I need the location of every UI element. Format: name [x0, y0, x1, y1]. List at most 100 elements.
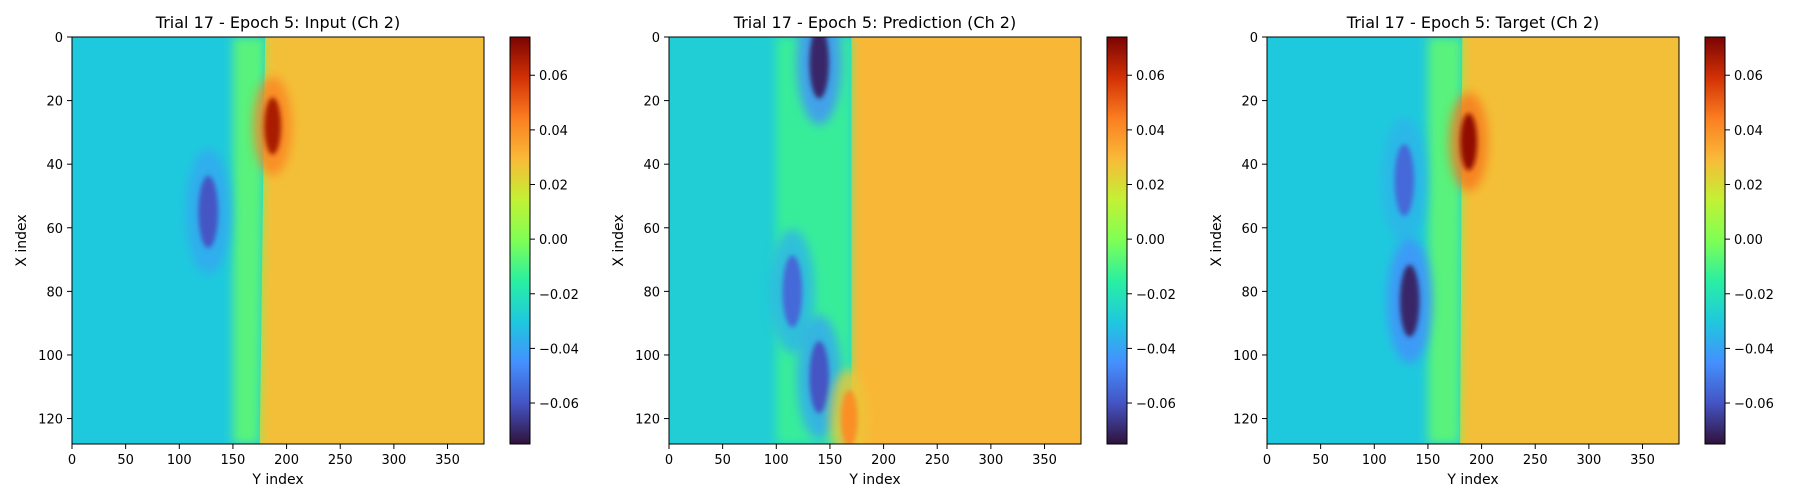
x-tick-label: 300	[1576, 453, 1601, 468]
x-tick-label: 300	[978, 453, 1003, 468]
x-axis-ticks: 0 50 100 150 200 250 300 350	[68, 444, 460, 468]
colorbar-ticks: 0.06 0.04 0.02 0.00 −0.02 −0.04 −0.06	[1725, 69, 1774, 412]
y-tick-label: 20	[643, 95, 660, 110]
plot-frame	[71, 36, 485, 445]
colorbar-frame	[1106, 36, 1128, 445]
y-axis-ticks: 0 20 40 60 80 100 120	[635, 31, 669, 428]
y-tick-label: 80	[1241, 285, 1258, 300]
y-axis-label: X index	[1209, 214, 1225, 266]
x-axis-ticks: 0 50 100 150 200 250 300 350	[1263, 444, 1655, 468]
y-axis-label: X index	[611, 214, 627, 266]
x-tick-label: 200	[274, 453, 299, 468]
x-tick-label: 150	[1416, 453, 1441, 468]
x-tick-label: 50	[117, 453, 134, 468]
x-tick-label: 200	[871, 453, 896, 468]
x-tick-label: 0	[665, 453, 673, 468]
y-tick-label: 60	[1241, 222, 1258, 237]
colorbar-tick-label: −0.06	[539, 397, 579, 412]
colorbar-tick-label: −0.02	[1136, 288, 1176, 303]
x-axis-label: Y index	[1446, 472, 1498, 488]
peak-core	[264, 97, 282, 155]
colorbar-tick-label: 0.02	[1734, 179, 1763, 194]
colorbar-tick-label: −0.04	[1734, 342, 1774, 357]
plot-frame	[1266, 36, 1680, 445]
colorbar-tick-label: −0.06	[1734, 397, 1774, 412]
peak-core	[840, 390, 858, 444]
y-tick-label: 0	[1250, 31, 1258, 46]
y-tick-label: 100	[635, 349, 660, 364]
x-tick-label: 300	[381, 453, 406, 468]
colorbar-tick-label: 0.00	[1734, 233, 1763, 248]
x-tick-label: 200	[1469, 453, 1494, 468]
x-tick-label: 250	[925, 453, 950, 468]
colorbar: 0.06 0.04 0.02 0.00 −0.02 −0.04 −0.06	[1106, 36, 1176, 445]
y-tick-label: 120	[38, 413, 63, 428]
trough-core	[1399, 264, 1420, 337]
x-tick-label: 350	[1630, 453, 1655, 468]
heatmap	[669, 37, 1081, 444]
panel-title: Trial 17 - Epoch 5: Prediction (Ch 2)	[733, 13, 1016, 32]
colorbar-tick-label: 0.06	[1734, 69, 1763, 84]
colorbar-tick-label: 0.04	[539, 124, 568, 139]
x-tick-label: 100	[167, 453, 192, 468]
panel-input: Trial 17 - Epoch 5: Input (Ch 2) 0 50 100 1…	[14, 13, 579, 488]
colorbar-tick-label: 0.04	[1136, 124, 1165, 139]
y-tick-label: 100	[1233, 349, 1258, 364]
x-tick-label: 0	[68, 453, 76, 468]
colorbar-ticks: 0.06 0.04 0.02 0.00 −0.02 −0.04 −0.06	[1127, 69, 1176, 412]
colorbar: 0.06 0.04 0.02 0.00 −0.02 −0.04 −0.06	[509, 36, 579, 445]
colorbar-gradient	[510, 37, 530, 444]
colorbar-frame	[509, 36, 531, 445]
y-tick-label: 40	[1241, 158, 1258, 173]
y-tick-label: 80	[643, 285, 660, 300]
colorbar-tick-label: 0.04	[1734, 124, 1763, 139]
heatmap	[1267, 37, 1679, 444]
colorbar-tick-label: −0.02	[539, 288, 579, 303]
x-tick-label: 150	[221, 453, 246, 468]
x-tick-label: 50	[1312, 453, 1329, 468]
panel-title: Trial 17 - Epoch 5: Input (Ch 2)	[155, 13, 400, 32]
x-tick-label: 0	[1263, 453, 1271, 468]
y-axis-label: X index	[14, 214, 30, 266]
x-tick-label: 50	[714, 453, 731, 468]
x-tick-label: 100	[1362, 453, 1387, 468]
y-tick-label: 120	[635, 413, 660, 428]
y-tick-label: 40	[643, 158, 660, 173]
colorbar-tick-label: 0.00	[539, 233, 568, 248]
y-axis-ticks: 0 20 40 60 80 100 120	[38, 31, 72, 428]
panel-target: Trial 17 - Epoch 5: Target (Ch 2) 0 50 100…	[1209, 13, 1774, 488]
colorbar-tick-label: 0.06	[539, 69, 568, 84]
colorbar-tick-label: −0.02	[1734, 288, 1774, 303]
x-tick-label: 100	[764, 453, 789, 468]
y-tick-label: 20	[46, 95, 63, 110]
y-tick-label: 20	[1241, 95, 1258, 110]
colorbar-tick-label: 0.00	[1136, 233, 1165, 248]
x-axis-label: Y index	[848, 472, 900, 488]
x-tick-label: 350	[435, 453, 460, 468]
trough-core	[809, 37, 830, 99]
left-field	[72, 37, 266, 444]
x-tick-label: 250	[328, 453, 353, 468]
colorbar: 0.06 0.04 0.02 0.00 −0.02 −0.04 −0.06	[1704, 36, 1774, 445]
colorbar-frame	[1704, 36, 1726, 445]
x-axis-ticks: 0 50 100 150 200 250 300 350	[665, 444, 1057, 468]
x-tick-label: 150	[818, 453, 843, 468]
y-tick-label: 0	[55, 31, 63, 46]
transition-band	[1427, 37, 1463, 444]
trough-core	[782, 255, 803, 328]
plot-frame	[668, 36, 1082, 445]
y-axis-ticks: 0 20 40 60 80 100 120	[1233, 31, 1267, 428]
trough-core	[198, 175, 219, 248]
x-axis-label: Y index	[251, 472, 303, 488]
colorbar-tick-label: 0.02	[539, 179, 568, 194]
y-tick-label: 60	[46, 222, 63, 237]
colorbar-gradient	[1705, 37, 1725, 444]
colorbar-tick-label: −0.04	[539, 342, 579, 357]
panel-prediction: Trial 17 - Epoch 5: Prediction (Ch 2) 0 5…	[611, 13, 1176, 488]
y-tick-label: 120	[1233, 413, 1258, 428]
colorbar-ticks: 0.06 0.04 0.02 0.00 −0.02 −0.04 −0.06	[530, 69, 579, 412]
panel-title: Trial 17 - Epoch 5: Target (Ch 2)	[1346, 13, 1599, 32]
x-tick-label: 350	[1032, 453, 1057, 468]
trough-core	[1394, 144, 1415, 217]
